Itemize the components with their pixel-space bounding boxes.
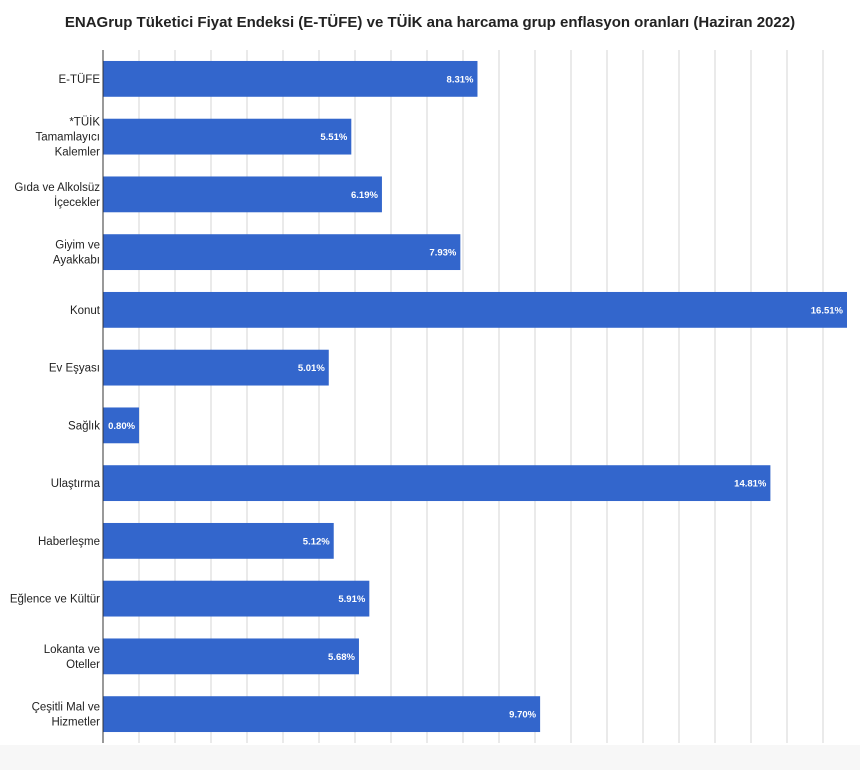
category-label: Sağlık [68,420,100,432]
category-label: E-TÜFE [58,74,100,86]
data-label: 14.81% [734,479,767,490]
data-label: 5.12% [303,536,330,547]
category-label-line: Sağlık [68,420,100,432]
data-label: 16.51% [811,305,844,316]
bar [103,465,771,502]
chart-container: ENAGrup Tüketici Fiyat Endeksi (E-TÜFE) … [9,14,847,743]
bars: 8.31% 5.51% 6.19% 7.93% 16.51% 5.01% 0.80% 14.8… [103,60,847,733]
category-label: Konut [70,305,101,317]
category-label-line: Oteller [66,659,100,671]
bar-chart: 8.31% 5.51% 6.19% 7.93% 16.51% 5.01% 0.80% 14.8… [10,50,847,743]
data-label: 5.51% [320,132,347,143]
category-label-line: Konut [70,305,101,317]
category-label: Ulaştırma [51,478,101,490]
data-label: 9.70% [509,710,536,721]
data-label: 7.93% [429,248,456,259]
category-label-line: Ulaştırma [51,478,101,490]
category-label-line: Lokanta ve [44,644,100,656]
bar [103,234,461,271]
category-label: Haberleşme [38,536,100,548]
category-label-line: İçecekler [54,196,100,209]
category-label-line: *TÜİK [69,116,100,129]
bar [103,291,847,328]
category-label: Gıda ve Alkolsüz İçecekler [14,182,100,209]
category-label: Eğlence ve Kültür [10,594,100,606]
bar [103,60,478,97]
category-label-line: Kalemler [55,147,101,159]
category-label-line: Ayakkabı [53,255,100,267]
category-label-line: Giyim ve [55,240,100,252]
category-label: Lokanta ve Oteller [44,644,100,671]
bar [103,638,359,675]
bar [103,522,334,559]
data-label: 0.80% [108,421,135,432]
data-label: 5.91% [338,594,365,605]
category-label: Çeşitli Mal ve Hizmetler [32,702,101,729]
category-label-line: Tamamlayıcı [35,132,100,144]
bar [103,696,541,733]
category-label-line: Eğlence ve Kültür [10,594,100,606]
chart-title: ENAGrup Tüketici Fiyat Endeksi (E-TÜFE) … [64,14,796,31]
data-label: 5.01% [298,363,325,374]
bar [103,176,382,213]
category-label-line: E-TÜFE [58,74,100,86]
bar [103,580,370,617]
category-label-line: Ev Eşyası [49,363,100,375]
grid-lines [138,50,824,743]
category-label-line: Gıda ve Alkolsüz [14,182,100,194]
category-label-line: Hizmetler [51,717,100,729]
category-labels: E-TÜFE *TÜİK Tamamlayıcı Kalemler Gıda ve Al… [10,74,101,729]
category-label: *TÜİK Tamamlayıcı Kalemler [35,116,100,159]
data-label: 6.19% [351,190,378,201]
category-label: Ev Eşyası [49,363,100,375]
bar [103,349,329,386]
category-label: Giyim ve Ayakkabı [53,240,100,267]
category-label-line: Çeşitli Mal ve [32,702,100,714]
category-label-line: Haberleşme [38,536,100,548]
data-label: 5.68% [328,652,355,663]
data-label: 8.31% [447,74,474,85]
bar [103,407,140,444]
bar [103,118,352,155]
